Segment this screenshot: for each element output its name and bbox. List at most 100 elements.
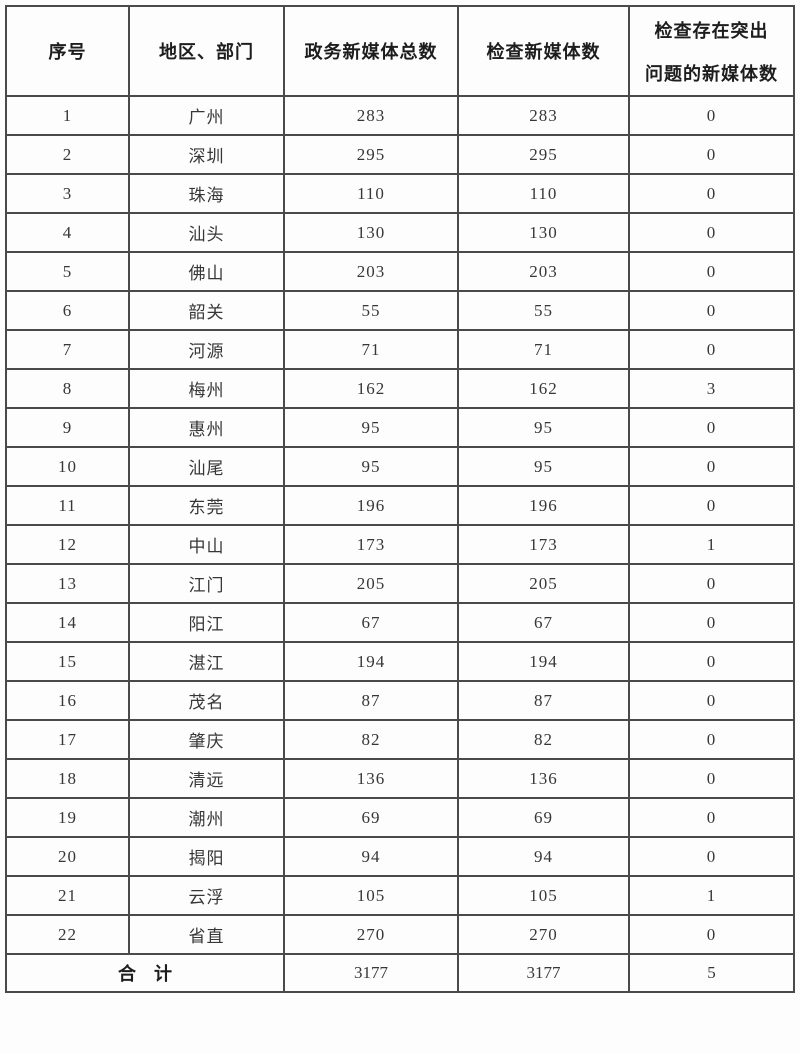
cell-region: 省直 xyxy=(128,914,285,955)
total-total-cell: 3177 xyxy=(283,953,459,993)
cell-issues: 1 xyxy=(628,524,795,565)
cell-region: 汕头 xyxy=(128,212,285,253)
cell-no: 18 xyxy=(5,758,130,799)
cell-region: 江门 xyxy=(128,563,285,604)
cell-no: 2 xyxy=(5,134,130,175)
table-row: 11 东莞 196 196 0 xyxy=(5,485,795,526)
cell-region: 清远 xyxy=(128,758,285,799)
table-row: 6 韶关 55 55 0 xyxy=(5,290,795,331)
cell-issues: 1 xyxy=(628,875,795,916)
cell-total: 95 xyxy=(283,407,459,448)
cell-no: 8 xyxy=(5,368,130,409)
cell-region: 茂名 xyxy=(128,680,285,721)
cell-checked: 95 xyxy=(457,446,630,487)
table-row: 2 深圳 295 295 0 xyxy=(5,134,795,175)
cell-no: 13 xyxy=(5,563,130,604)
cell-issues: 0 xyxy=(628,95,795,136)
table-row: 5 佛山 203 203 0 xyxy=(5,251,795,292)
cell-total: 283 xyxy=(283,95,459,136)
cell-region: 潮州 xyxy=(128,797,285,838)
cell-total: 55 xyxy=(283,290,459,331)
cell-total: 203 xyxy=(283,251,459,292)
table-row: 4 汕头 130 130 0 xyxy=(5,212,795,253)
cell-region: 佛山 xyxy=(128,251,285,292)
cell-checked: 173 xyxy=(457,524,630,565)
cell-no: 17 xyxy=(5,719,130,760)
cell-region: 梅州 xyxy=(128,368,285,409)
cell-issues: 0 xyxy=(628,914,795,955)
cell-region: 广州 xyxy=(128,95,285,136)
cell-checked: 69 xyxy=(457,797,630,838)
cell-region: 揭阳 xyxy=(128,836,285,877)
cell-total: 69 xyxy=(283,797,459,838)
cell-issues: 0 xyxy=(628,602,795,643)
cell-checked: 82 xyxy=(457,719,630,760)
cell-no: 1 xyxy=(5,95,130,136)
cell-issues: 0 xyxy=(628,290,795,331)
cell-total: 205 xyxy=(283,563,459,604)
cell-total: 194 xyxy=(283,641,459,682)
cell-region: 中山 xyxy=(128,524,285,565)
cell-total: 130 xyxy=(283,212,459,253)
cell-checked: 162 xyxy=(457,368,630,409)
cell-total: 67 xyxy=(283,602,459,643)
cell-no: 10 xyxy=(5,446,130,487)
cell-issues: 0 xyxy=(628,758,795,799)
table-row: 1 广州 283 283 0 xyxy=(5,95,795,136)
table-row: 17 肇庆 82 82 0 xyxy=(5,719,795,760)
header-row: 序号 地区、部门 政务新媒体总数 检查新媒体数 检查存在突出 问题的新媒体数 xyxy=(5,5,795,97)
cell-checked: 55 xyxy=(457,290,630,331)
cell-no: 19 xyxy=(5,797,130,838)
cell-region: 汕尾 xyxy=(128,446,285,487)
cell-issues: 0 xyxy=(628,251,795,292)
cell-total: 87 xyxy=(283,680,459,721)
cell-checked: 136 xyxy=(457,758,630,799)
cell-region: 深圳 xyxy=(128,134,285,175)
table-row: 8 梅州 162 162 3 xyxy=(5,368,795,409)
table-row: 19 潮州 69 69 0 xyxy=(5,797,795,838)
total-row: 合 计 3177 3177 5 xyxy=(5,953,795,993)
cell-no: 4 xyxy=(5,212,130,253)
cell-total: 196 xyxy=(283,485,459,526)
cell-region: 阳江 xyxy=(128,602,285,643)
cell-issues: 0 xyxy=(628,134,795,175)
table-row: 18 清远 136 136 0 xyxy=(5,758,795,799)
cell-checked: 87 xyxy=(457,680,630,721)
header-cell-issues: 检查存在突出 问题的新媒体数 xyxy=(628,5,795,97)
cell-issues: 0 xyxy=(628,641,795,682)
cell-issues: 0 xyxy=(628,329,795,370)
cell-issues: 0 xyxy=(628,446,795,487)
cell-checked: 270 xyxy=(457,914,630,955)
cell-total: 136 xyxy=(283,758,459,799)
table-row: 22 省直 270 270 0 xyxy=(5,914,795,955)
cell-total: 105 xyxy=(283,875,459,916)
cell-total: 295 xyxy=(283,134,459,175)
cell-region: 惠州 xyxy=(128,407,285,448)
table-row: 10 汕尾 95 95 0 xyxy=(5,446,795,487)
table-row: 20 揭阳 94 94 0 xyxy=(5,836,795,877)
cell-region: 湛江 xyxy=(128,641,285,682)
cell-checked: 205 xyxy=(457,563,630,604)
cell-region: 东莞 xyxy=(128,485,285,526)
header-issues-line1: 检查存在突出 xyxy=(654,20,769,41)
cell-checked: 203 xyxy=(457,251,630,292)
header-cell-checked: 检查新媒体数 xyxy=(457,5,630,97)
cell-issues: 0 xyxy=(628,485,795,526)
table-row: 9 惠州 95 95 0 xyxy=(5,407,795,448)
total-issues-cell: 5 xyxy=(628,953,795,993)
cell-total: 173 xyxy=(283,524,459,565)
table-row: 15 湛江 194 194 0 xyxy=(5,641,795,682)
header-issues-line2: 问题的新媒体数 xyxy=(645,63,778,84)
cell-region: 韶关 xyxy=(128,290,285,331)
cell-issues: 0 xyxy=(628,719,795,760)
cell-total: 162 xyxy=(283,368,459,409)
cell-checked: 95 xyxy=(457,407,630,448)
table-header: 序号 地区、部门 政务新媒体总数 检查新媒体数 检查存在突出 问题的新媒体数 xyxy=(5,5,795,97)
total-checked-cell: 3177 xyxy=(457,953,630,993)
table-footer: 合 计 3177 3177 5 xyxy=(5,953,795,993)
table-row: 7 河源 71 71 0 xyxy=(5,329,795,370)
cell-region: 河源 xyxy=(128,329,285,370)
table-row: 16 茂名 87 87 0 xyxy=(5,680,795,721)
